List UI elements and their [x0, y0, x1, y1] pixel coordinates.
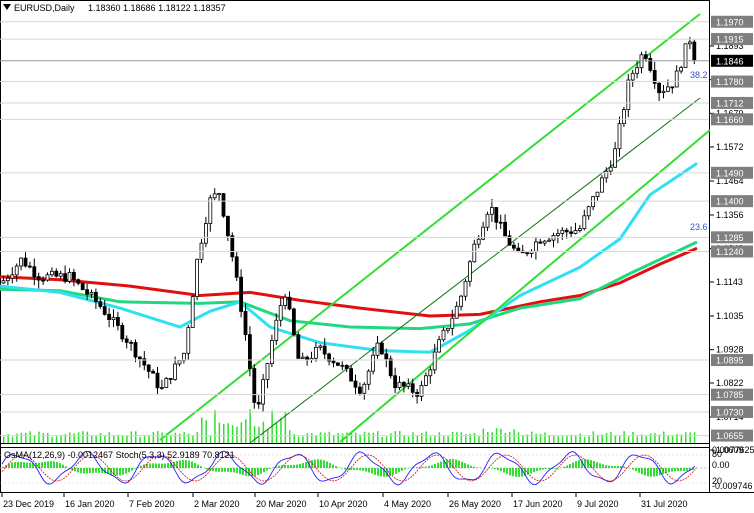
- indicator-axis-label: 20: [712, 476, 722, 486]
- current-price-box: [711, 54, 753, 67]
- level-price-box: [711, 96, 753, 109]
- time-tick: 7 Feb 2020: [129, 499, 175, 509]
- level-price-box: [711, 113, 753, 126]
- price-axis: 1.18931.17861.16791.15721.14641.13561.12…: [0, 15, 753, 455]
- level-price-box: [711, 15, 753, 28]
- level-price-box: [711, 231, 753, 244]
- time-tick: 4 May 2020: [384, 499, 431, 509]
- indicator-axis-label: 0.00: [712, 460, 730, 470]
- ma-fast-cyan: [0, 162, 698, 354]
- level-price-box: [711, 33, 753, 46]
- level-price-box: [711, 195, 753, 208]
- level-price-label: 1.1400: [716, 197, 744, 207]
- time-tick: 16 Jan 2020: [65, 499, 115, 509]
- indicator-axis-label: -0.009746: [712, 481, 753, 491]
- level-price-label: 1.0655: [716, 431, 744, 441]
- level-price-label: 1.1970: [716, 17, 744, 27]
- indicator-axis-label: 0.0077625: [712, 445, 754, 455]
- time-tick: 20 Mar 2020: [256, 499, 307, 509]
- time-tick: 26 May 2020: [449, 499, 501, 509]
- time-tick: 9 Jul 2020: [577, 499, 619, 509]
- level-price-box: [711, 429, 753, 442]
- current-price-label: 1.1846: [716, 56, 744, 66]
- time-tick: 10 Apr 2020: [319, 499, 368, 509]
- level-price-label: 1.0730: [716, 407, 744, 417]
- chart-ohlc-values: 1.18360 1.18686 1.18122 1.18357: [88, 3, 226, 13]
- level-price-box: [711, 388, 753, 401]
- moving-averages: [0, 162, 698, 354]
- level-price-box: [711, 354, 753, 367]
- ma-mid-green: [0, 240, 698, 331]
- price-tick: 1.0928: [716, 345, 744, 355]
- indicator-label: OsMA(12,26,9) -0.0012467 Stoch(5,3,3) 52…: [4, 450, 235, 460]
- level-price-label: 1.1915: [716, 35, 744, 45]
- price-tick: 1.1572: [716, 142, 744, 152]
- time-tick: 23 Dec 2019: [3, 499, 54, 509]
- indicator-axis-label: 80: [712, 449, 722, 459]
- level-price-box: [711, 75, 753, 88]
- time-tick: 31 Jul 2020: [641, 499, 688, 509]
- fib-label-38-2: 38.2: [690, 70, 708, 80]
- stoch-signal-line: [1, 454, 696, 482]
- price-tick: 1.1464: [716, 176, 744, 186]
- ma-slow-red: [0, 246, 698, 318]
- time-tick: 2 Mar 2020: [194, 499, 240, 509]
- price-tick: 1.1893: [716, 41, 744, 51]
- level-price-label: 1.1285: [716, 233, 744, 243]
- price-tick: 1.0822: [716, 378, 744, 388]
- fib-label-23-6: 23.6: [690, 222, 708, 232]
- price-tick: 1.1356: [716, 210, 744, 220]
- price-tick: 1.1035: [716, 311, 744, 321]
- price-tick: 1.1143: [716, 277, 743, 287]
- symbol-dropdown-icon[interactable]: [3, 4, 11, 10]
- level-price-label: 1.0785: [716, 390, 744, 400]
- time-tick: 17 Jun 2020: [513, 499, 563, 509]
- level-price-label: 1.1660: [716, 115, 744, 125]
- price-tick: 1.0609: [716, 445, 744, 455]
- level-price-label: 1.1780: [716, 77, 744, 87]
- level-price-label: 1.1712: [716, 98, 744, 108]
- level-price-box: [711, 405, 753, 418]
- trend-channel-line: [339, 129, 711, 443]
- price-candles: [1, 37, 697, 412]
- level-price-label: 1.0895: [716, 356, 744, 366]
- level-price-label: 1.1490: [716, 168, 744, 178]
- trend-channel-line: [249, 97, 701, 444]
- level-price-box: [711, 166, 753, 179]
- level-price-box: [711, 245, 753, 258]
- time-axis: 23 Dec 2019 16 Jan 2020 7 Feb 2020 2 Mar 20…: [1, 493, 688, 509]
- chart-symbol-label: EURUSD,Daily: [14, 3, 75, 13]
- stoch-main-line: [1, 450, 696, 486]
- level-price-label: 1.1240: [716, 247, 744, 257]
